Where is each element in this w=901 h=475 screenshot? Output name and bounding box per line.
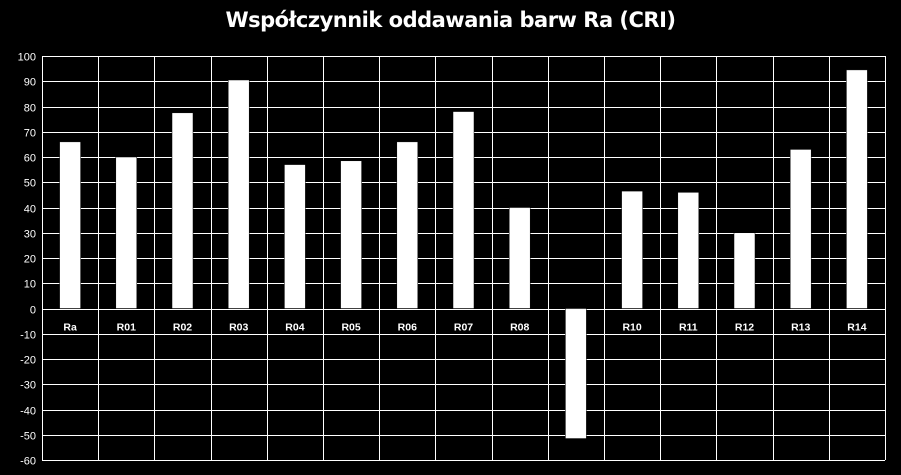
y-tick-label: -20 bbox=[20, 355, 36, 367]
category-label: R05 bbox=[341, 322, 360, 334]
bar-R07 bbox=[452, 111, 475, 309]
y-tick-label: -60 bbox=[20, 456, 36, 468]
y-tick-label: 20 bbox=[24, 254, 36, 266]
category-label: R11 bbox=[679, 322, 698, 334]
category-label: R12 bbox=[735, 322, 754, 334]
bar-R12 bbox=[733, 232, 756, 309]
category-label: R14 bbox=[847, 322, 866, 334]
y-tick-label: 70 bbox=[24, 128, 36, 140]
bar-R13 bbox=[789, 149, 812, 309]
bars bbox=[59, 69, 868, 439]
category-label: R03 bbox=[229, 322, 248, 334]
y-tick-label: 50 bbox=[24, 178, 36, 190]
y-tick-label: 40 bbox=[24, 204, 36, 216]
y-tick-label: 100 bbox=[18, 52, 36, 64]
bar-R02 bbox=[171, 112, 194, 309]
category-label: R08 bbox=[510, 322, 529, 334]
y-tick-label: 0 bbox=[30, 305, 36, 317]
category-label: R07 bbox=[454, 322, 473, 334]
chart-title: Współczynnik oddawania barw Ra (CRI) bbox=[225, 8, 676, 32]
bar-R05 bbox=[340, 160, 362, 309]
category-label: R04 bbox=[285, 322, 304, 334]
bar-R14 bbox=[846, 69, 868, 309]
bar-R01 bbox=[115, 156, 138, 309]
y-tick-label: -50 bbox=[20, 431, 36, 443]
y-tick-label: -30 bbox=[20, 380, 36, 392]
bar-R03 bbox=[227, 79, 250, 309]
category-label: R13 bbox=[791, 322, 810, 334]
y-tick-label: 90 bbox=[24, 77, 36, 89]
y-tick-label: 80 bbox=[24, 103, 36, 115]
bar-R11 bbox=[677, 192, 700, 309]
category-label: Ra bbox=[63, 322, 77, 334]
y-tick-label: -10 bbox=[20, 330, 36, 342]
y-tick-label: -40 bbox=[20, 406, 36, 418]
category-label: R01 bbox=[117, 322, 136, 334]
bar-unlabeled bbox=[565, 308, 587, 439]
y-tick-label: 10 bbox=[24, 279, 36, 291]
bar-R08 bbox=[508, 207, 531, 309]
bar-R10 bbox=[621, 190, 643, 309]
category-labels: Ra R01 R02 R03 R04 R05 R06 R07 R08 R10 R11 R12 R13 R1… bbox=[63, 322, 866, 334]
category-label: R06 bbox=[398, 322, 417, 334]
category-label: R02 bbox=[173, 322, 192, 334]
bar-R06 bbox=[396, 141, 419, 309]
y-tick-label: 60 bbox=[24, 153, 36, 165]
bar-Ra bbox=[59, 141, 81, 309]
y-tick-label: 30 bbox=[24, 229, 36, 241]
category-label: R10 bbox=[622, 322, 641, 334]
bar-R04 bbox=[284, 164, 306, 309]
